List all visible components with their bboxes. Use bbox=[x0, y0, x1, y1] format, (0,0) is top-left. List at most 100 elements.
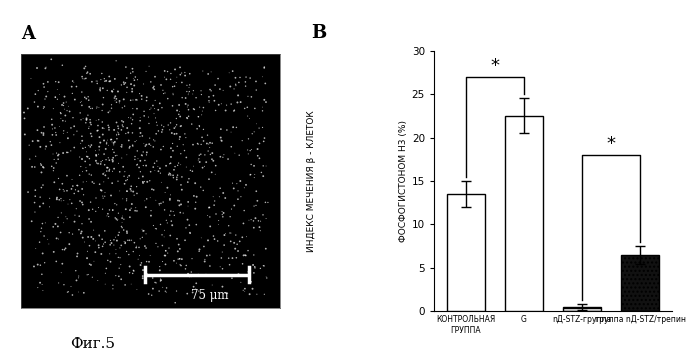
Point bbox=[223, 223, 235, 229]
Point bbox=[260, 81, 271, 87]
Point bbox=[76, 102, 88, 108]
Point bbox=[110, 215, 121, 221]
Point bbox=[235, 279, 246, 285]
Point bbox=[244, 148, 256, 153]
Point bbox=[118, 119, 129, 125]
Point bbox=[36, 272, 48, 277]
Point bbox=[81, 179, 92, 185]
Point bbox=[58, 198, 69, 203]
Point bbox=[183, 92, 194, 98]
Point bbox=[77, 76, 88, 81]
Point bbox=[35, 144, 46, 150]
Point bbox=[134, 236, 146, 242]
Point bbox=[117, 105, 128, 111]
Point bbox=[114, 188, 125, 194]
Point bbox=[140, 143, 151, 149]
Point bbox=[41, 93, 52, 99]
Point bbox=[83, 94, 94, 100]
Point bbox=[104, 207, 115, 213]
Point bbox=[95, 161, 106, 167]
Point bbox=[238, 252, 249, 258]
Point bbox=[220, 231, 231, 236]
Point bbox=[156, 122, 167, 128]
Point bbox=[66, 177, 78, 182]
Point bbox=[179, 148, 190, 153]
Point bbox=[145, 169, 156, 174]
Point bbox=[230, 246, 241, 252]
Point bbox=[251, 121, 262, 127]
Point bbox=[44, 204, 55, 210]
Point bbox=[141, 150, 153, 155]
Point bbox=[97, 102, 108, 108]
Point bbox=[38, 201, 49, 206]
Point bbox=[49, 125, 60, 131]
Point bbox=[239, 106, 251, 111]
Point bbox=[139, 109, 150, 114]
Point bbox=[113, 160, 124, 166]
Point bbox=[108, 87, 119, 92]
Point bbox=[159, 253, 170, 258]
Point bbox=[85, 120, 96, 126]
Point bbox=[208, 194, 219, 199]
Point bbox=[125, 81, 136, 87]
Point bbox=[176, 80, 188, 85]
Point bbox=[158, 199, 169, 205]
Point bbox=[121, 249, 132, 254]
Point bbox=[29, 200, 40, 206]
Point bbox=[193, 156, 204, 162]
Point bbox=[157, 285, 168, 290]
Point bbox=[91, 160, 102, 166]
Point bbox=[209, 198, 220, 204]
Point bbox=[55, 198, 66, 204]
Point bbox=[91, 153, 102, 159]
Point bbox=[138, 81, 149, 87]
Point bbox=[120, 240, 131, 246]
Point bbox=[137, 179, 148, 185]
Point bbox=[145, 79, 156, 85]
Point bbox=[183, 222, 195, 228]
Point bbox=[113, 130, 124, 136]
Point bbox=[38, 124, 50, 130]
Point bbox=[206, 140, 218, 146]
Point bbox=[116, 220, 127, 226]
Point bbox=[63, 289, 74, 295]
Point bbox=[248, 262, 259, 268]
Point bbox=[164, 196, 176, 202]
Point bbox=[51, 235, 62, 241]
Point bbox=[78, 76, 90, 82]
Point bbox=[93, 205, 104, 210]
Point bbox=[125, 205, 136, 211]
Point bbox=[97, 193, 108, 199]
Point bbox=[97, 157, 108, 163]
Point bbox=[211, 211, 222, 217]
Point bbox=[113, 273, 125, 279]
Point bbox=[136, 152, 147, 158]
Point bbox=[146, 186, 158, 192]
Point bbox=[204, 205, 215, 210]
Text: A: A bbox=[21, 25, 35, 43]
Point bbox=[167, 209, 178, 214]
Point bbox=[94, 134, 105, 140]
Point bbox=[127, 106, 139, 111]
Point bbox=[194, 104, 205, 110]
Point bbox=[176, 187, 188, 193]
Point bbox=[260, 246, 272, 252]
Point bbox=[204, 87, 216, 92]
Point bbox=[113, 254, 124, 260]
Point bbox=[25, 156, 36, 162]
Point bbox=[107, 157, 118, 163]
Point bbox=[248, 163, 260, 169]
Point bbox=[155, 278, 166, 284]
Point bbox=[38, 130, 49, 136]
Point bbox=[184, 82, 195, 88]
Point bbox=[117, 122, 128, 128]
Point bbox=[174, 136, 185, 142]
Point bbox=[169, 131, 180, 137]
Point bbox=[248, 203, 260, 209]
Point bbox=[117, 196, 128, 202]
Point bbox=[99, 78, 111, 84]
Point bbox=[113, 131, 125, 137]
Point bbox=[225, 214, 236, 220]
Point bbox=[191, 194, 202, 199]
Point bbox=[180, 95, 191, 101]
